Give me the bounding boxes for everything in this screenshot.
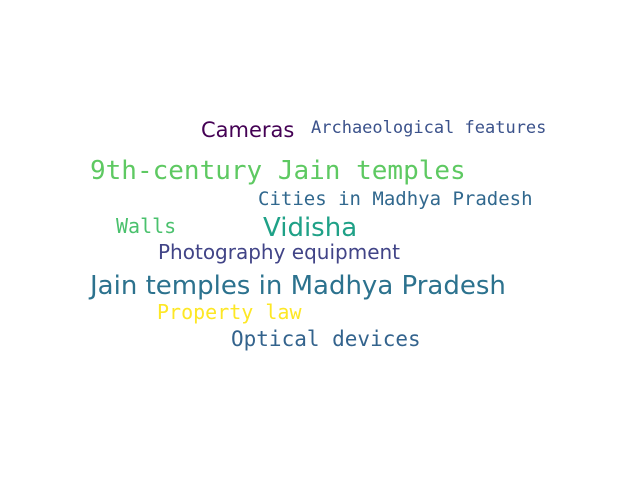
word-vidisha: Vidisha xyxy=(263,213,358,243)
word-jain-temples-in-madhya-pradesh: Jain temples in Madhya Pradesh xyxy=(90,271,506,301)
word-9th-century-jain-temples: 9th-century Jain temples xyxy=(90,156,466,186)
word-optical-devices: Optical devices xyxy=(231,327,421,351)
word-walls: Walls xyxy=(116,214,177,238)
word-archaeological-features: Archaeological features xyxy=(311,118,547,138)
word-property-law: Property law xyxy=(157,300,302,324)
word-photography-equipment: Photography equipment xyxy=(158,240,401,264)
word-cities-in-madhya-pradesh: Cities in Madhya Pradesh xyxy=(258,188,533,210)
word-cameras: Cameras xyxy=(201,118,295,142)
